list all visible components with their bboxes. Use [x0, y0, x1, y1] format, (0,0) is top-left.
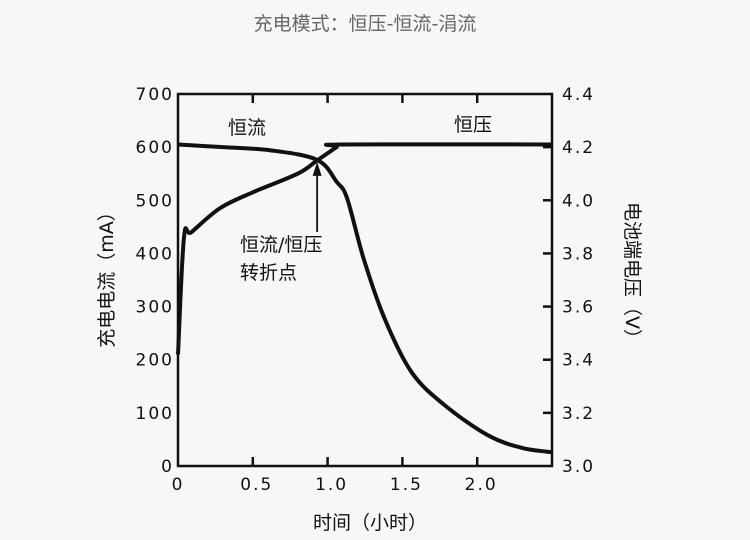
x-tick-label: 0.5 — [240, 475, 273, 495]
cv-label: 恒压 — [454, 114, 492, 136]
y2-tick-label: 3.6 — [562, 298, 595, 318]
x-tick-label: 1.0 — [315, 475, 348, 495]
chart-title: 充电模式：恒压-恒流-涓流 — [254, 13, 477, 35]
x-axis-label: 时间（小时） — [313, 512, 427, 534]
y-tick-label: 400 — [136, 244, 174, 264]
y2-tick-label: 3.4 — [562, 351, 595, 371]
x-tick-label: 1.5 — [390, 475, 423, 495]
y-tick-label: 500 — [136, 191, 174, 211]
y2-tick-label: 4.4 — [562, 85, 595, 105]
y-tick-label: 0 — [161, 457, 174, 477]
transition-arrow — [312, 161, 322, 232]
transition-label-2: 转折点 — [240, 262, 297, 284]
y-tick-label: 700 — [136, 85, 174, 105]
y-tick-label: 600 — [136, 138, 174, 158]
y-axis-label: 充电电流（mA） — [96, 202, 118, 348]
plot-frame — [176, 92, 554, 468]
x-tick-label: 0 — [172, 475, 185, 495]
cc-label: 恒流 — [228, 117, 266, 139]
transition-label-1: 恒流/恒压 — [240, 234, 322, 256]
voltage-line — [176, 142, 553, 355]
y2-tick-label: 3.0 — [562, 457, 595, 477]
current-line — [177, 142, 553, 455]
y2-tick-label: 4.0 — [562, 191, 595, 211]
y2-tick-label: 4.2 — [562, 138, 595, 158]
y-tick-label: 300 — [136, 298, 174, 318]
y-tick-label: 200 — [136, 351, 174, 371]
x-tick-label: 2.0 — [465, 475, 498, 495]
y2-tick-label: 3.8 — [562, 244, 595, 264]
y-tick-label: 100 — [136, 404, 174, 424]
y2-tick-label: 3.2 — [562, 404, 595, 424]
y2-axis-label: 电池端电压（V） — [621, 202, 643, 348]
arrow-head — [312, 161, 322, 176]
